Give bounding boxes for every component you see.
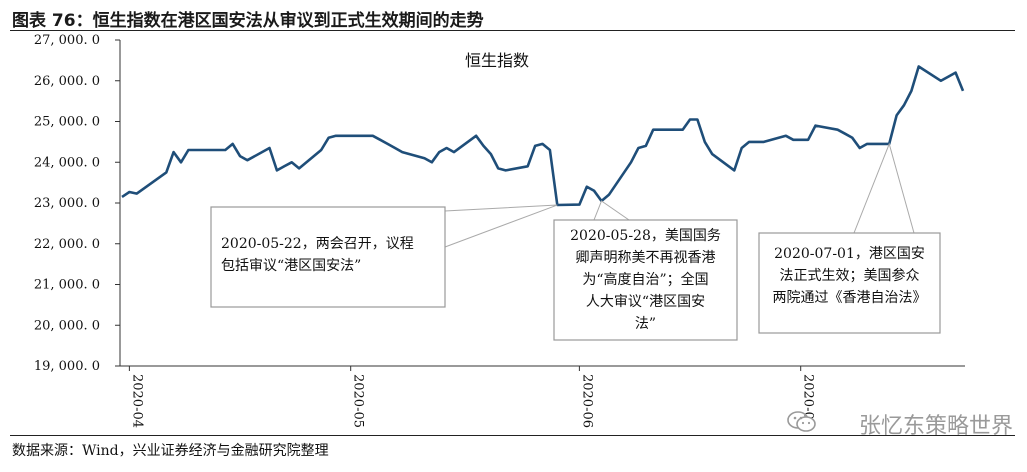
annotation-text-line: 为“高度自治”；全国 [582, 271, 708, 288]
annotation-text-line: 法正式生效；美国参众 [780, 267, 920, 284]
series-label: 恒生指数 [465, 51, 529, 70]
source-note: 数据来源：Wind，兴业证券经济与金融研究院整理 [12, 443, 329, 459]
annotation-box [210, 206, 446, 308]
y-axis: 19, 000. 0 20, 000. 0 21, 000. 0 22, 000. 0… [34, 33, 121, 374]
y-tick-label: 21, 000. 0 [34, 278, 100, 293]
y-tick-label: 23, 000. 0 [34, 196, 100, 211]
bottom-rule [10, 435, 1015, 436]
annotation-text-line: 卿声明称美不再视香港 [576, 250, 716, 266]
y-tick-label: 26, 000. 0 [34, 74, 100, 89]
x-tick-label: 2020-05 [351, 374, 366, 428]
y-tick-label: 19, 000. 0 [34, 359, 100, 374]
annotation-text-line: 包括审议“港区国安法” [221, 258, 361, 274]
x-tick-label: 2020-04 [129, 374, 144, 428]
x-tick-label: 2020-06 [579, 374, 594, 428]
annotation-text-line: 法” [635, 316, 656, 332]
y-tick-label: 24, 000. 0 [34, 155, 100, 170]
annotation-text-line: 人大审议“港区国安 [586, 294, 705, 310]
y-tick-label: 22, 000. 0 [34, 237, 100, 252]
annotation-leader [853, 142, 915, 234]
watermark-text: 张忆东策略世界 [858, 414, 1013, 439]
y-tick-label: 25, 000. 0 [34, 115, 100, 130]
annotation-text-line: 2020-07-01，港区国安 [774, 246, 925, 262]
wechat-icon [787, 411, 816, 432]
annotation-text-line: 2020-05-28，美国国务 [570, 228, 721, 244]
annotation-box [553, 219, 738, 341]
series-line-hsi [121, 65, 965, 207]
top-rule [10, 30, 1015, 31]
annotation-text-line: 2020-05-22，两会召开，议程 [221, 236, 414, 252]
annotation-leader [593, 200, 631, 221]
y-tick-label: 20, 000. 0 [34, 318, 100, 333]
x-axis: 2020-04 2020-05 2020-06 2020-07 [120, 365, 965, 428]
figure-title: 图表 76：恒生指数在港区国安法从审议到正式生效期间的走势 [12, 11, 484, 31]
annotation-box [758, 232, 941, 334]
annotation-text-line: 两院通过《香港自治法》 [773, 290, 927, 306]
y-tick-label: 27, 000. 0 [34, 33, 100, 48]
annotation-leader [444, 204, 558, 248]
series-layer: 恒生指数 [121, 51, 965, 207]
